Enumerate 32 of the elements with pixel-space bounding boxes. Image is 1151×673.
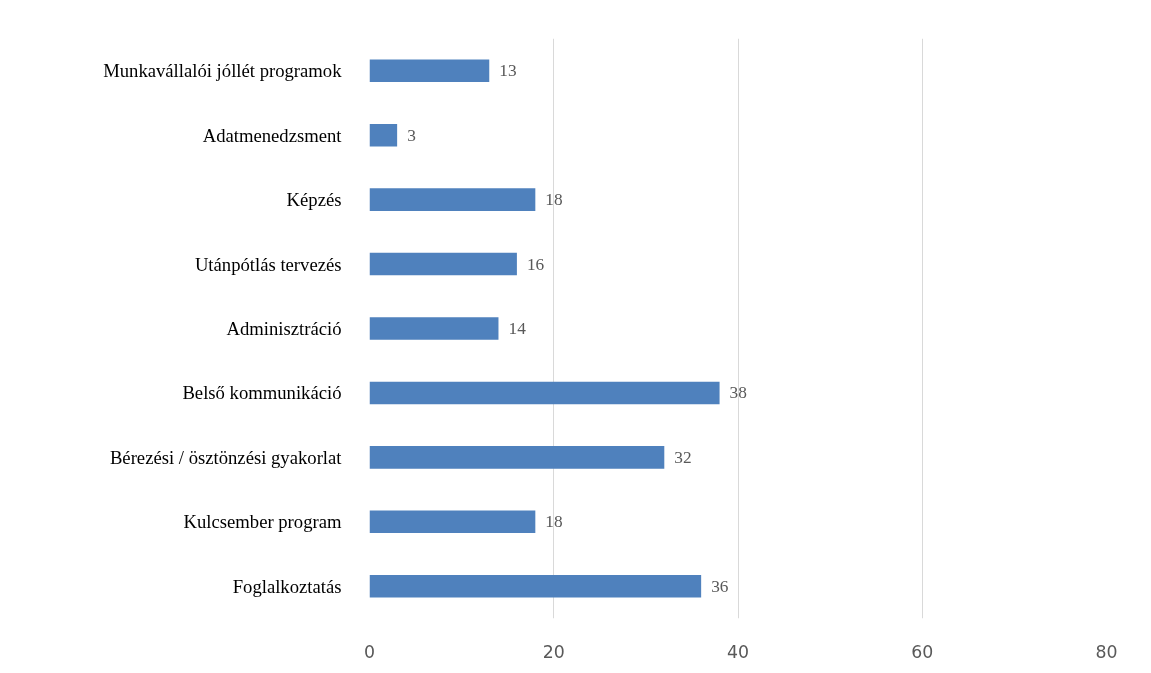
- bar: [369, 381, 720, 405]
- y-tick-label: Adminisztráció: [226, 318, 342, 339]
- y-tick-label: Kulcsember program: [183, 511, 342, 533]
- data-label: 38: [729, 383, 747, 403]
- x-tick-label: 80: [1095, 641, 1118, 662]
- data-label: 14: [508, 319, 527, 338]
- x-tick-label: 60: [911, 641, 934, 662]
- y-tick-label: Utánpótlás tervezés: [194, 253, 342, 275]
- data-label: 13: [499, 61, 517, 81]
- y-tick-label: Bérezési / ösztönzési gyakorlat: [109, 446, 343, 468]
- y-tick-label: Adatmenedzsment: [202, 124, 343, 146]
- bar: [369, 59, 490, 82]
- bar: [369, 123, 398, 147]
- bar: [369, 188, 536, 211]
- bar: [369, 510, 536, 534]
- bar: [369, 317, 499, 340]
- bar: [369, 575, 702, 598]
- data-label: 32: [674, 447, 692, 467]
- y-tick-label: Foglalkoztatás: [232, 575, 342, 597]
- data-label: 18: [545, 512, 563, 532]
- y-tick-label: Képzés: [286, 189, 342, 211]
- x-tick-label: 0: [363, 641, 376, 662]
- bar: [369, 252, 517, 276]
- data-label: 36: [711, 576, 729, 596]
- data-label: 3: [407, 125, 416, 145]
- y-tick-label: Munkavállalói jóllét programok: [103, 60, 343, 82]
- bar: [369, 446, 665, 469]
- y-tick-label: Belső kommunikáció: [182, 382, 342, 404]
- data-label: 16: [526, 254, 545, 274]
- data-label: 18: [545, 190, 563, 210]
- x-tick-label: 20: [542, 641, 565, 662]
- x-tick-label: 40: [726, 641, 750, 662]
